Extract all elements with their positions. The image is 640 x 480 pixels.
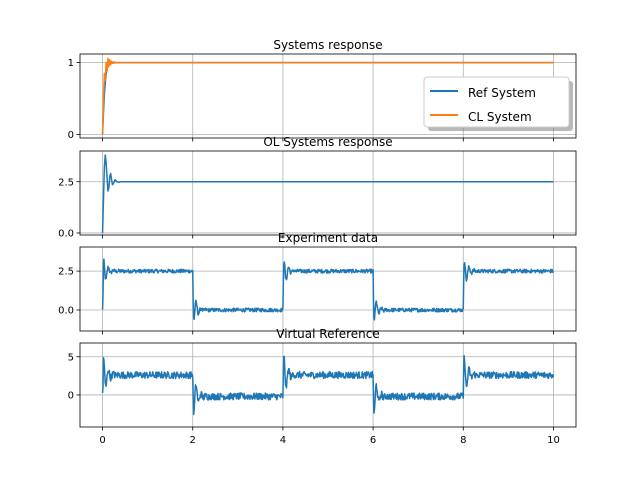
subplot-title: Experiment data bbox=[278, 231, 378, 245]
y-tick-label: 1 bbox=[68, 58, 74, 69]
series-line-series-0 bbox=[101, 355, 555, 416]
y-tick-label: 0.0 bbox=[58, 229, 74, 240]
subplot-systems-response: 0 1 Systems response bbox=[68, 38, 577, 142]
y-tick-label: 0.0 bbox=[58, 306, 74, 317]
subplot-ol-systems-response: 0.0 2.5 OL Systems response bbox=[58, 135, 577, 240]
x-tick-label: 0 bbox=[99, 435, 105, 446]
subplot-title: Systems response bbox=[273, 38, 382, 52]
y-tick-label: 2.5 bbox=[58, 177, 74, 188]
subplot-experiment-data: 0.0 2.5 Experiment data bbox=[58, 231, 577, 335]
legend: Ref System CL System bbox=[423, 76, 573, 131]
series-line-series-0 bbox=[101, 258, 555, 321]
x-tick-label: 6 bbox=[370, 435, 376, 446]
subplot-virtual-reference: 0 5 0 2 4 6 8 10 Virtual Reference bbox=[68, 327, 577, 446]
axes-frame bbox=[79, 150, 577, 236]
y-tick-label: 0 bbox=[68, 391, 74, 402]
axes-frame bbox=[79, 342, 577, 428]
x-tick-label: 4 bbox=[280, 435, 286, 446]
legend-label-ref-system: Ref System bbox=[468, 86, 536, 100]
series-line-series-0 bbox=[101, 154, 554, 233]
axes-frame bbox=[79, 53, 577, 139]
axes-frame bbox=[79, 246, 577, 332]
x-tick-label: 8 bbox=[460, 435, 466, 446]
y-tick-label: 0 bbox=[68, 130, 74, 141]
x-tick-label: 2 bbox=[190, 435, 196, 446]
legend-frame bbox=[423, 76, 570, 128]
legend-label-cl-system: CL System bbox=[468, 110, 532, 124]
subplot-title: OL Systems response bbox=[263, 135, 392, 149]
subplot-title: Virtual Reference bbox=[276, 327, 379, 341]
series-line-cl-system bbox=[101, 57, 554, 135]
x-tick-label: 10 bbox=[547, 435, 560, 446]
y-tick-label: 2.5 bbox=[58, 267, 74, 278]
y-tick-label: 5 bbox=[68, 352, 74, 363]
